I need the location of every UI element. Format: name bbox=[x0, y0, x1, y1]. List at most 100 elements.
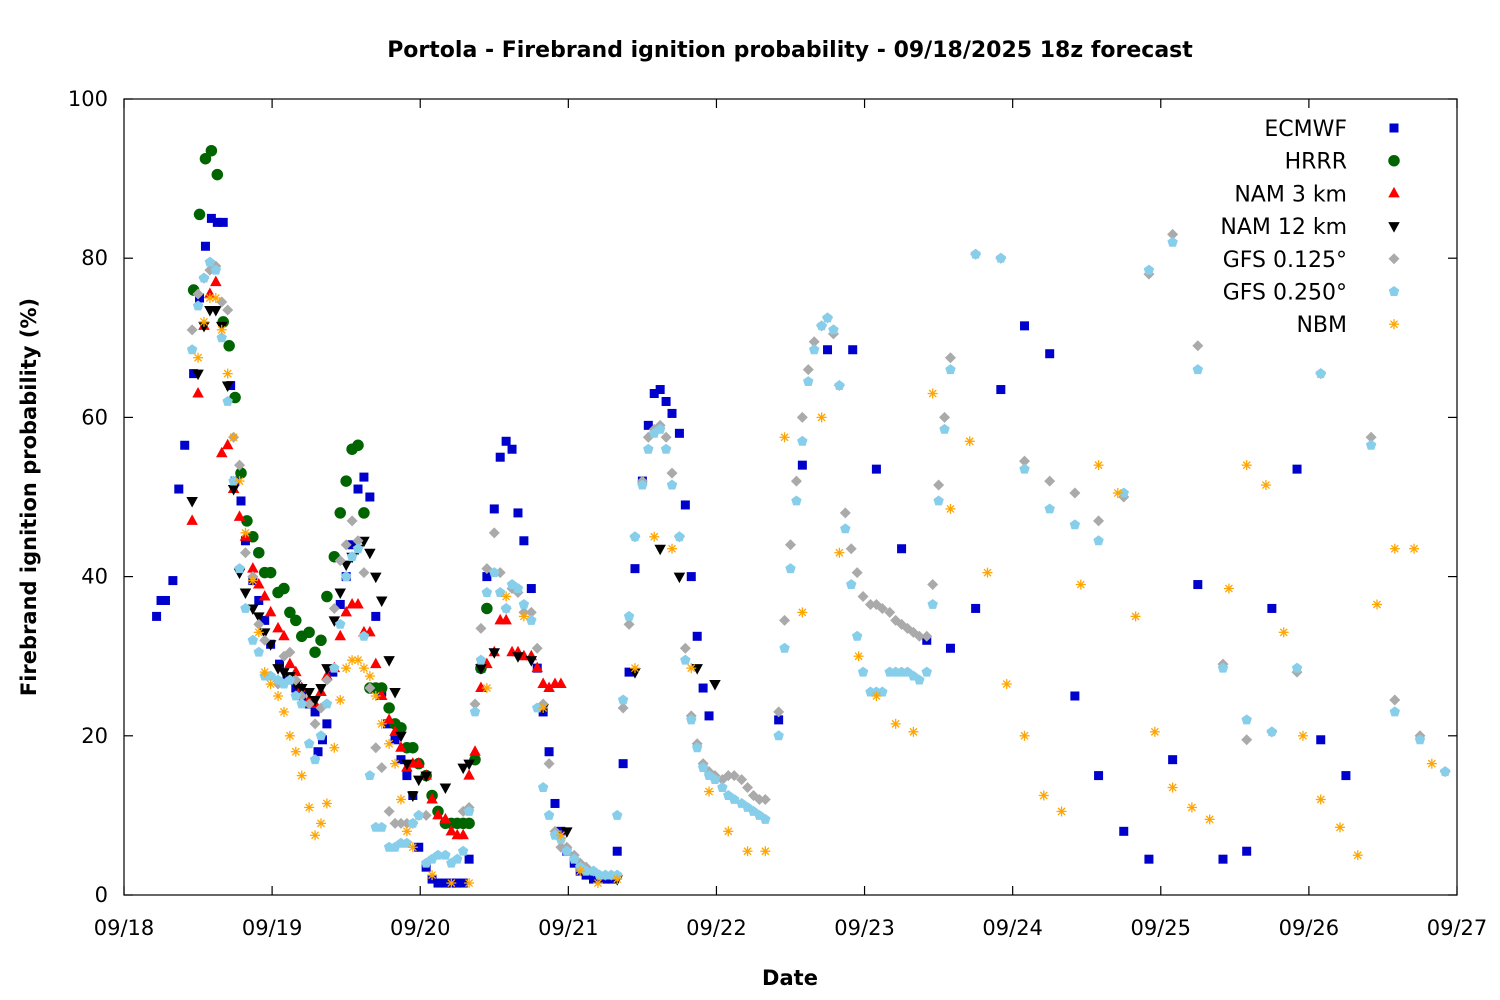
data-point bbox=[253, 578, 265, 589]
data-point bbox=[1278, 627, 1289, 638]
data-point bbox=[475, 622, 487, 634]
data-point bbox=[709, 774, 721, 785]
data-point bbox=[1038, 790, 1049, 801]
data-point bbox=[192, 387, 204, 398]
data-point bbox=[1149, 726, 1160, 737]
data-point bbox=[921, 630, 933, 642]
data-point bbox=[236, 496, 246, 506]
data-point bbox=[303, 626, 315, 639]
data-point bbox=[569, 853, 580, 864]
x-tick-label: 09/22 bbox=[686, 916, 747, 940]
data-point bbox=[210, 264, 222, 275]
data-point bbox=[1242, 846, 1252, 856]
data-point bbox=[927, 598, 938, 609]
data-point bbox=[507, 444, 517, 454]
data-point bbox=[1267, 603, 1277, 613]
data-point bbox=[1093, 460, 1104, 471]
data-point bbox=[395, 731, 407, 743]
data-point bbox=[1020, 321, 1030, 331]
data-point bbox=[315, 684, 327, 695]
data-point bbox=[315, 634, 327, 647]
data-point bbox=[296, 770, 307, 781]
data-point bbox=[723, 826, 734, 837]
data-point bbox=[445, 824, 458, 836]
data-point bbox=[797, 460, 807, 470]
data-point bbox=[464, 854, 474, 864]
data-point bbox=[1070, 691, 1080, 701]
data-point bbox=[329, 742, 340, 753]
data-point bbox=[234, 563, 245, 574]
data-point bbox=[1341, 771, 1351, 781]
data-point bbox=[259, 667, 270, 678]
data-point bbox=[358, 663, 369, 674]
data-point bbox=[358, 630, 370, 641]
data-point bbox=[555, 830, 566, 841]
data-point bbox=[890, 718, 901, 729]
data-point bbox=[376, 718, 387, 729]
data-point bbox=[364, 548, 376, 560]
legend: ECMWF HRRR NAM 3 km NAM 12 km GFS 0.125° GFS … bbox=[1205, 108, 1413, 346]
data-point bbox=[945, 364, 956, 375]
data-point bbox=[501, 591, 512, 602]
data-point bbox=[210, 293, 221, 303]
data-point bbox=[358, 507, 370, 519]
data-point bbox=[340, 475, 352, 487]
data-point bbox=[674, 428, 684, 438]
data-point bbox=[1334, 822, 1345, 833]
data-point bbox=[193, 352, 204, 363]
data-point bbox=[518, 611, 529, 622]
data-point bbox=[395, 817, 407, 829]
data-point bbox=[233, 510, 246, 521]
data-point bbox=[384, 738, 395, 749]
data-point bbox=[525, 656, 538, 667]
data-point bbox=[996, 385, 1006, 395]
x-tick-label: 09/24 bbox=[982, 916, 1043, 940]
y-tick-label: 80 bbox=[81, 246, 108, 270]
data-point bbox=[376, 762, 388, 774]
data-point bbox=[913, 630, 925, 642]
data-point bbox=[222, 304, 234, 316]
data-point bbox=[797, 607, 808, 618]
data-point bbox=[457, 828, 469, 840]
data-point bbox=[389, 817, 401, 829]
data-point bbox=[475, 681, 487, 693]
data-point bbox=[370, 742, 382, 754]
data-point bbox=[575, 866, 586, 877]
data-point bbox=[759, 793, 771, 805]
data-point bbox=[822, 312, 833, 323]
data-point bbox=[334, 588, 346, 600]
data-point bbox=[414, 842, 424, 852]
data-point bbox=[617, 702, 629, 714]
data-point bbox=[390, 758, 401, 769]
data-point bbox=[871, 691, 882, 701]
data-point bbox=[186, 514, 198, 525]
data-point bbox=[304, 802, 315, 813]
data-point bbox=[335, 694, 346, 705]
data-point bbox=[537, 782, 549, 792]
data-point bbox=[808, 336, 820, 348]
data-point bbox=[1044, 503, 1055, 514]
data-point bbox=[1094, 771, 1104, 781]
data-point bbox=[939, 411, 951, 423]
data-point bbox=[290, 690, 302, 701]
legend-label: HRRR bbox=[1285, 150, 1347, 175]
data-point bbox=[401, 759, 413, 771]
data-point bbox=[526, 614, 537, 625]
data-point bbox=[643, 420, 653, 430]
data-point bbox=[258, 628, 271, 639]
data-point bbox=[686, 714, 697, 725]
data-point bbox=[654, 544, 666, 556]
data-point bbox=[174, 484, 184, 494]
data-point bbox=[803, 376, 814, 387]
data-point bbox=[347, 540, 357, 550]
data-point bbox=[1168, 755, 1178, 765]
data-point bbox=[439, 812, 452, 824]
data-point bbox=[395, 722, 407, 734]
data-point bbox=[186, 324, 198, 336]
data-point bbox=[475, 664, 487, 675]
data-point bbox=[623, 618, 635, 630]
data-point bbox=[383, 702, 395, 714]
data-point bbox=[432, 849, 444, 860]
data-point bbox=[321, 590, 333, 603]
data-point bbox=[1167, 236, 1178, 247]
